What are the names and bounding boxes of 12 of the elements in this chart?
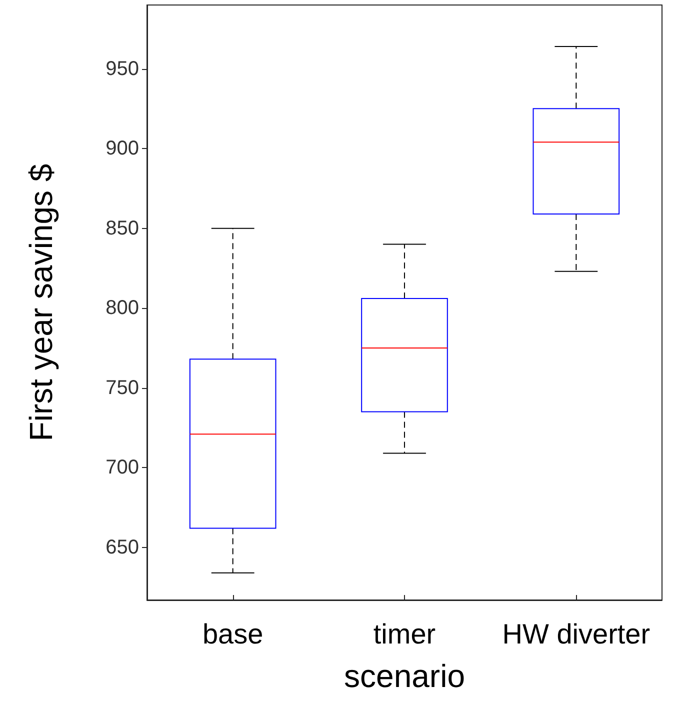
y-axis-title: First year savings $ (23, 164, 59, 442)
y-tick-label: 750 (106, 376, 139, 399)
x-axis-title: scenario (344, 658, 465, 694)
y-tick-label: 950 (106, 58, 139, 80)
y-tick-label: 700 (106, 456, 139, 479)
y-tick-label: 800 (106, 297, 139, 320)
x-tick-label: HW diverter (502, 618, 650, 650)
x-tick-label: timer (373, 618, 436, 650)
x-tick-label: base (202, 618, 264, 650)
y-tick-label: 650 (106, 536, 139, 558)
y-tick-label: 850 (106, 217, 139, 240)
y-tick-label: 900 (106, 138, 139, 160)
